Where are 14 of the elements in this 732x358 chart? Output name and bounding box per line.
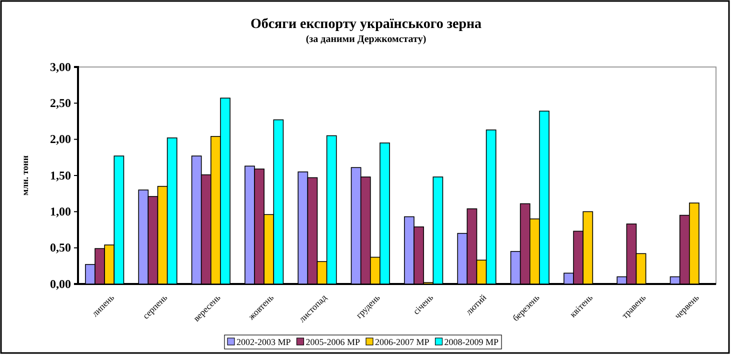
y-tick-label: 1,00 (50, 204, 71, 219)
chart-title: Обсяги експорту українського зерна (250, 17, 482, 32)
legend-label: 2006-2007 МР (375, 337, 430, 347)
legend-label: 2005-2006 МР (306, 337, 360, 347)
y-tick-label: 0,50 (50, 240, 71, 255)
y-tick-label: 2,50 (50, 96, 71, 110)
y-tick-label: 0,00 (50, 276, 71, 291)
legend-label: 2002-2003 МР (236, 337, 291, 347)
y-axis-title: млн. тонн (20, 155, 30, 196)
y-tick-label: 1,50 (50, 168, 71, 182)
legend-label: 2008-2009 МР (444, 337, 499, 347)
chart-subtitle: (за даними Держкомстату) (306, 34, 426, 45)
y-tick-label: 2,00 (50, 132, 71, 146)
y-tick-label: 3,00 (50, 60, 71, 74)
